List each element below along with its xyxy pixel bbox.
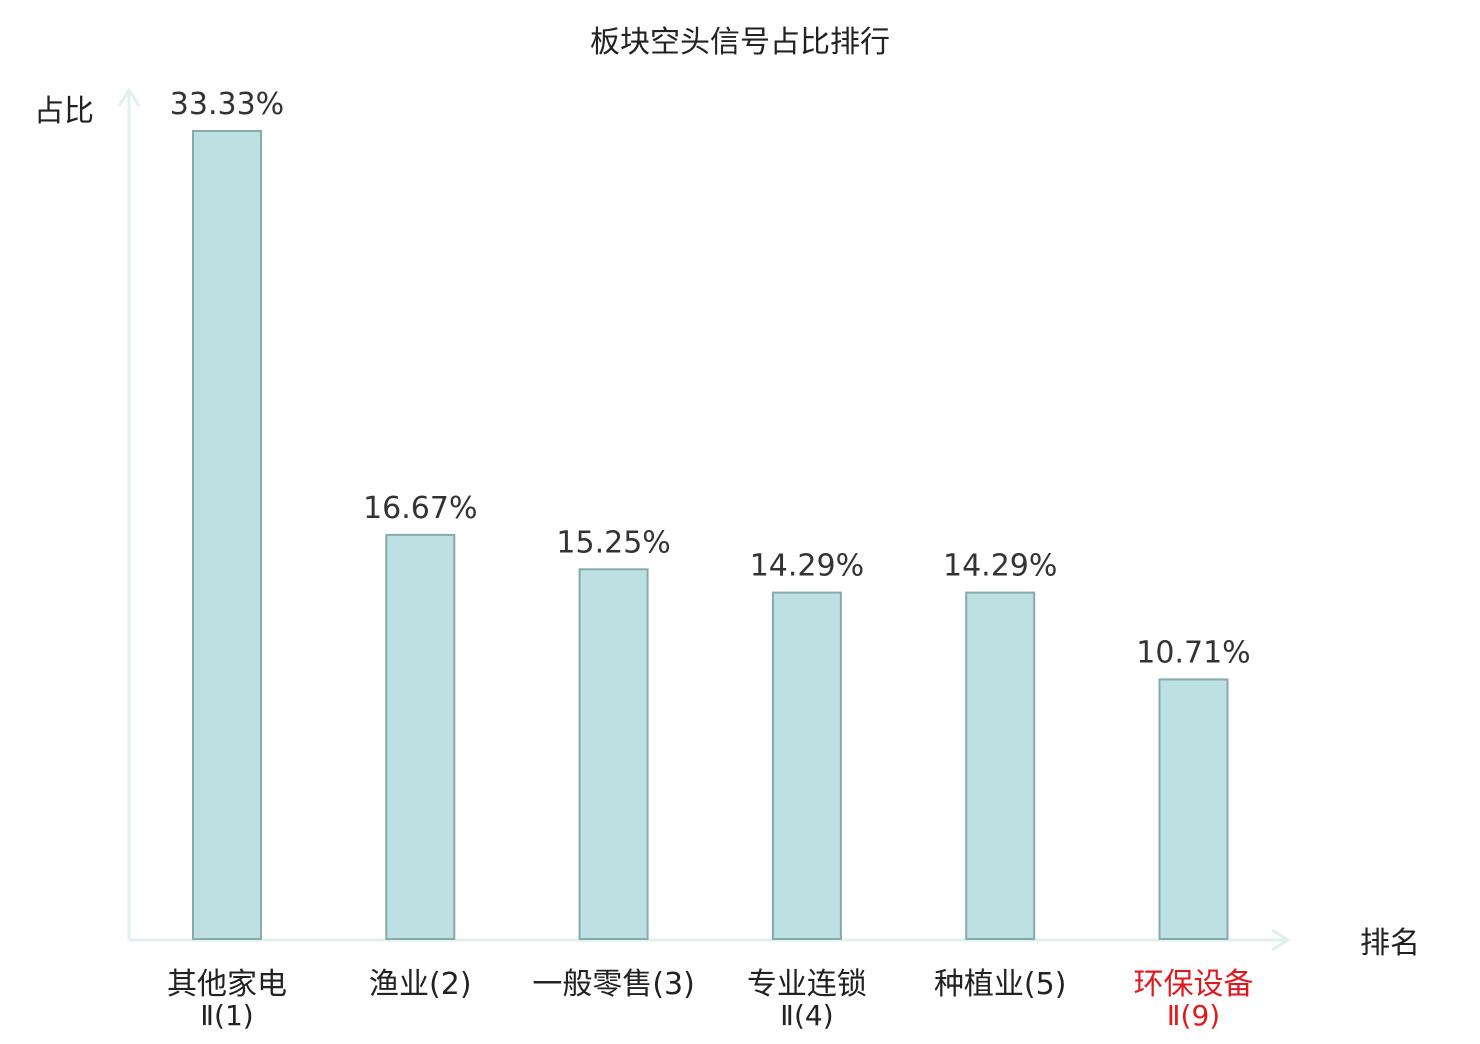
x-tick-label: 其他家电: [167, 967, 287, 1002]
x-tick-label: 一般零售(3): [532, 967, 695, 1002]
bar: [192, 130, 262, 940]
y-axis-arrow: [117, 87, 141, 107]
bar: [578, 568, 649, 940]
x-tick-label: Ⅱ(4): [780, 999, 833, 1032]
bar-value-label: 14.29%: [750, 549, 864, 584]
bar: [771, 591, 842, 940]
x-tick-label: 环保设备: [1134, 967, 1254, 1002]
x-axis-label: 排名: [1360, 926, 1420, 961]
x-axis-arrow: [1271, 928, 1291, 952]
bar: [965, 591, 1036, 940]
bar-value-label: 14.29%: [943, 549, 1057, 584]
x-tick-label: 种植业(5): [934, 967, 1067, 1002]
bar: [1158, 678, 1229, 941]
x-tick-label: Ⅱ(1): [200, 999, 253, 1032]
bar-value-label: 16.67%: [363, 491, 477, 526]
bar: [385, 533, 456, 941]
bar-value-label: 10.71%: [1136, 635, 1250, 670]
bar-value-label: 15.25%: [556, 525, 670, 560]
bar-value-label: 33.33%: [170, 87, 284, 122]
x-tick-label: Ⅱ(9): [1167, 999, 1220, 1032]
x-tick-label: 专业连锁: [747, 967, 867, 1002]
chart-title: 板块空头信号占比排行: [590, 25, 890, 60]
x-tick-label: 渔业(2): [369, 967, 472, 1002]
y-axis-label: 占比: [34, 94, 94, 129]
